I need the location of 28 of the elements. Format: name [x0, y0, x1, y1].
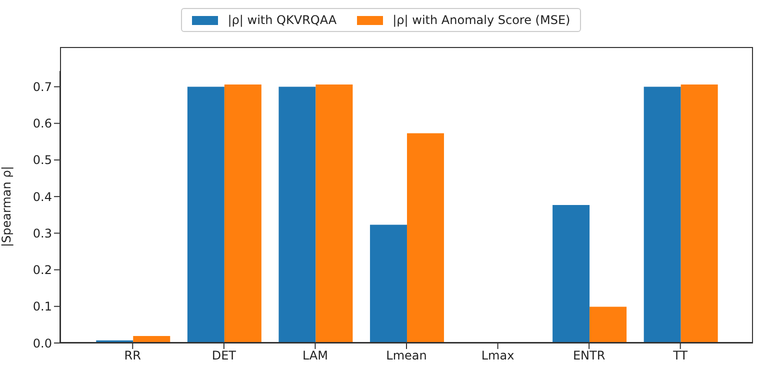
bar [406, 133, 444, 343]
bar [680, 84, 718, 343]
y-axis-title: |Spearman ρ| [0, 166, 14, 247]
y-tick-label: 0.6 [32, 116, 52, 131]
y-tick-label: 0.2 [32, 263, 52, 278]
bar [224, 84, 262, 343]
bar [278, 86, 316, 343]
bar [316, 84, 353, 343]
bar [370, 224, 407, 343]
legend-label: |ρ| with Anomaly Score (MSE) [392, 13, 570, 27]
legend-label: |ρ| with QKVRQAA [228, 13, 337, 27]
bar [644, 86, 681, 343]
x-tick-label: DET [212, 348, 237, 363]
y-tick-label: 0.3 [32, 226, 52, 240]
y-tick-label: 0.1 [32, 300, 52, 314]
x-tick-label: LAM [302, 348, 328, 363]
bar [187, 86, 224, 343]
x-tick-label: Lmax [481, 348, 514, 363]
bar [590, 306, 627, 343]
x-tick-label: Lmean [386, 348, 427, 363]
x-tick-label: TT [672, 348, 688, 363]
y-tick-label: 0.0 [32, 336, 52, 350]
y-tick-label: 0.4 [32, 190, 52, 204]
y-tick-label: 0.7 [32, 80, 52, 94]
x-tick-label: RR [124, 348, 141, 363]
bar [552, 204, 590, 343]
y-tick-label: 0.5 [32, 153, 52, 168]
x-tick-label: ENTR [572, 348, 606, 363]
